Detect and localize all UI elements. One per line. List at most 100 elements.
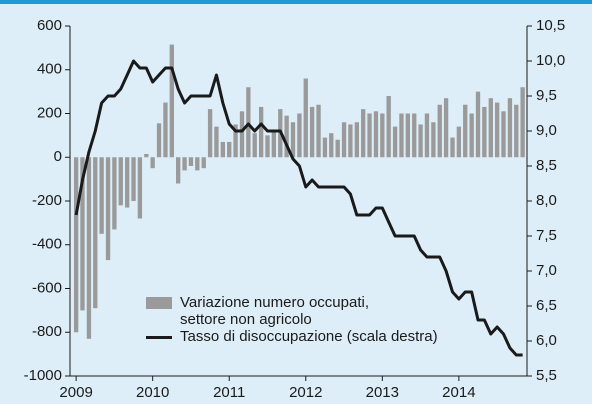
bar [341, 122, 347, 158]
y2-tick-label: 9,5 [536, 87, 557, 104]
bar [125, 157, 130, 208]
top-rule [0, 0, 592, 4]
bar [233, 124, 238, 158]
bar [475, 91, 481, 158]
y2-tick-label: 7,0 [536, 262, 557, 279]
bar [163, 102, 168, 158]
bar [494, 102, 500, 158]
bar [412, 113, 417, 158]
bar [265, 135, 270, 158]
bar [514, 104, 519, 158]
bar [188, 157, 194, 166]
legend: Variazione numero occupati, settore non … [146, 294, 520, 345]
y2-tick-label: 7,5 [536, 227, 557, 244]
bar [392, 126, 398, 158]
bar [112, 157, 117, 230]
x-tick-label: 2013 [366, 384, 399, 401]
bar [520, 87, 525, 158]
bar [443, 98, 449, 158]
bar [227, 141, 232, 158]
bar [316, 104, 321, 158]
bar [303, 78, 308, 158]
bar [144, 153, 149, 158]
bar [105, 157, 111, 261]
y2-tick-label: 8,0 [536, 192, 557, 209]
bar [463, 104, 468, 158]
bar [507, 98, 513, 158]
y2-tick-label: 5,5 [536, 367, 557, 384]
bar [297, 113, 302, 158]
bar [258, 106, 264, 158]
y-tick-label: -800 [32, 323, 62, 340]
bar [405, 113, 410, 158]
bar [239, 111, 245, 158]
bar [482, 106, 487, 158]
bar [373, 111, 379, 158]
y-tick-label: 400 [37, 61, 62, 78]
y2-tick-label: 8,5 [536, 157, 557, 174]
x-tick-label: 2014 [442, 384, 475, 401]
bar [488, 98, 493, 158]
legend-item: Variazione numero occupati, settore non … [146, 294, 520, 328]
bar [322, 137, 328, 158]
y2-tick-label: 10,5 [536, 17, 565, 34]
bar [361, 109, 366, 158]
x-tick-label: 2010 [136, 384, 169, 401]
bar [431, 122, 436, 158]
bar [73, 157, 79, 333]
bar [399, 113, 404, 158]
legend-swatch [146, 297, 172, 309]
bar [284, 115, 289, 158]
x-tick-label: 2009 [59, 384, 92, 401]
y2-tick-label: 6,0 [536, 332, 557, 349]
y2-tick-label: 10,0 [536, 52, 565, 69]
bar [424, 113, 430, 158]
y-tick-label: 600 [37, 17, 62, 34]
bar [80, 157, 85, 311]
legend-label: Tasso di disoccupazione (scala destra) [180, 328, 438, 345]
bar [335, 139, 340, 158]
bar [195, 157, 200, 171]
bar [252, 133, 257, 158]
legend-swatch [146, 336, 172, 339]
bar [367, 113, 372, 158]
y-tick-label: -400 [32, 236, 62, 253]
bar [271, 131, 277, 158]
bar [169, 44, 174, 158]
bar [418, 124, 423, 158]
y-tick-label: -200 [32, 192, 62, 209]
line-series [74, 59, 523, 357]
bar [501, 111, 506, 158]
bar [456, 126, 462, 158]
bar [469, 113, 474, 158]
y-tick-label: 200 [37, 104, 62, 121]
y2-tick-label: 9,0 [536, 122, 557, 139]
bar [437, 104, 442, 158]
bar [131, 157, 136, 201]
bar [386, 96, 391, 158]
bar [220, 141, 226, 158]
y-tick-label: -600 [32, 279, 62, 296]
y2-tick-label: 6,5 [536, 297, 557, 314]
bar [214, 126, 219, 158]
bar [354, 122, 359, 158]
bar [450, 137, 455, 158]
bar [99, 157, 104, 234]
x-tick-label: 2011 [213, 384, 245, 401]
legend-item: Tasso di disoccupazione (scala destra) [146, 328, 520, 345]
bar [93, 157, 98, 309]
bar [176, 157, 181, 184]
bar [309, 106, 315, 158]
bar [207, 109, 213, 158]
bar [329, 133, 334, 158]
bar [137, 157, 143, 219]
bar [380, 113, 385, 158]
bar [290, 122, 296, 158]
y-tick-label: -1000 [24, 367, 62, 384]
bar [246, 87, 251, 158]
bar [348, 124, 353, 158]
bar [118, 157, 123, 206]
y-tick-label: 0 [54, 148, 62, 165]
x-tick-label: 2012 [289, 384, 322, 401]
